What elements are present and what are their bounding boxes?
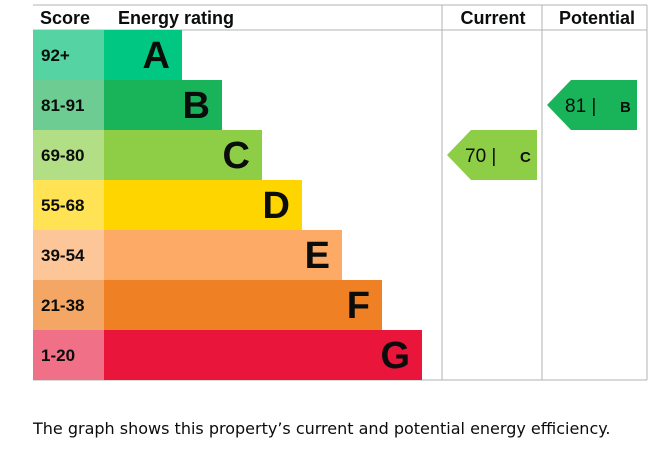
current-rating-marker-arrow: [447, 130, 537, 180]
score-cell-d: [33, 180, 104, 230]
score-label-e: 39-54: [41, 246, 85, 265]
potential-rating-marker-value: 81 |: [565, 96, 596, 117]
score-label-c: 69-80: [41, 146, 84, 165]
score-cell-g: [33, 330, 104, 380]
potential-rating-marker: 81 | B: [547, 80, 637, 130]
band-bar-f: [104, 280, 382, 330]
potential-header: Potential: [559, 8, 635, 28]
potential-rating-marker-letter: B: [620, 99, 631, 116]
band-bar-a: [104, 30, 182, 80]
band-letter-a: A: [143, 35, 170, 77]
score-cell-c: [33, 130, 104, 180]
score-cell-b: [33, 80, 104, 130]
score-cell-e: [33, 230, 104, 280]
band-bar-g: [104, 330, 422, 380]
band-bar-c: [104, 130, 262, 180]
band-letter-b: B: [183, 85, 210, 127]
graph-caption: The graph shows this property’s current …: [33, 419, 611, 438]
score-label-a: 92+: [41, 46, 70, 65]
current-rating-marker-value: 70 |: [465, 146, 496, 167]
potential-rating-marker-arrow: [547, 80, 637, 130]
rating-bands: 92+ A 81-91 B 69-80 C 55-68 D 39-54 E 21-38 F 1-20 G: [33, 30, 422, 380]
score-cell-a: [33, 30, 104, 80]
band-letter-g: G: [380, 335, 410, 377]
current-header: Current: [460, 8, 525, 28]
band-bar-d: [104, 180, 302, 230]
epc-chart: Score Energy rating Current Potential 92…: [33, 4, 648, 381]
score-label-f: 21-38: [41, 296, 84, 315]
current-rating-marker: 70 | C: [447, 130, 537, 180]
band-bar-b: [104, 80, 222, 130]
rating-markers: 70 | C 81 | B: [447, 80, 637, 180]
band-letter-e: E: [305, 235, 330, 277]
chart-headers: Score Energy rating Current Potential: [40, 8, 635, 28]
band-letter-d: D: [263, 185, 290, 227]
band-bar-e: [104, 230, 342, 280]
score-label-g: 1-20: [41, 346, 75, 365]
band-letter-f: F: [347, 285, 370, 327]
score-label-d: 55-68: [41, 196, 84, 215]
band-letter-c: C: [223, 135, 250, 177]
energy-rating-header: Energy rating: [118, 8, 234, 28]
current-rating-marker-letter: C: [520, 149, 531, 166]
score-cell-f: [33, 280, 104, 330]
score-label-b: 81-91: [41, 96, 84, 115]
score-header: Score: [40, 8, 90, 28]
